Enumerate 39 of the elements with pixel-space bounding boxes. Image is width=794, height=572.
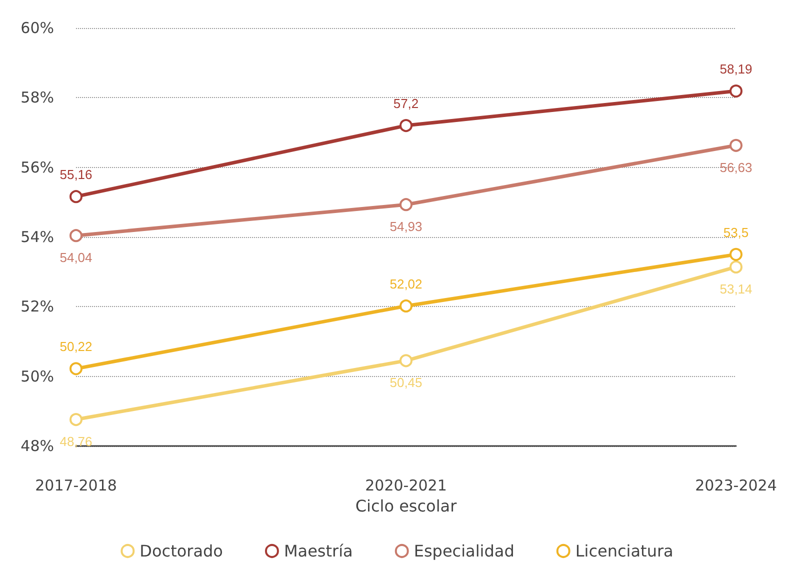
point [730,260,742,274]
y-tick-label: 52% [20,298,54,316]
data-label: 48,76 [60,434,92,450]
point [730,248,742,261]
data-label: 54,04 [60,250,92,266]
data-label: 53,5 [723,224,749,240]
y-tick-label: 50% [20,367,54,386]
point [400,299,412,312]
x-tick-label: 2023-2024 [695,476,777,494]
data-label: 54,93 [390,219,422,234]
data-label: 57,2 [393,96,419,112]
point [70,229,82,242]
y-tick-label: 54% [20,228,54,246]
point [400,119,412,132]
x-tick-label: 2017-2018 [35,476,117,494]
data-label: 52,02 [390,276,422,292]
data-label: 56,63 [720,160,752,175]
legend-label: Especialidad [414,542,514,560]
point [70,190,82,204]
legend-label: Maestría [284,542,353,560]
x-tick-label: 2020-2021 [365,476,447,494]
data-label: 53,14 [720,281,752,296]
data-label: 55,16 [60,167,92,182]
y-tick-label: 56% [20,158,54,176]
y-tick-label: 48% [20,437,54,455]
point [70,413,82,426]
legend-label: Doctorado [140,542,223,560]
point [400,198,412,212]
data-label: 50,22 [60,339,92,354]
data-label: 58,19 [720,62,752,77]
point [70,362,82,376]
y-tick-label: 58% [20,88,54,107]
point [400,354,412,368]
x-axis-title: Ciclo escolar [355,496,458,516]
point [730,138,742,152]
legend-label: Licenciatura [575,542,674,560]
point [730,84,742,98]
data-label: 50,45 [390,375,422,390]
y-tick-label: 60% [20,19,54,37]
